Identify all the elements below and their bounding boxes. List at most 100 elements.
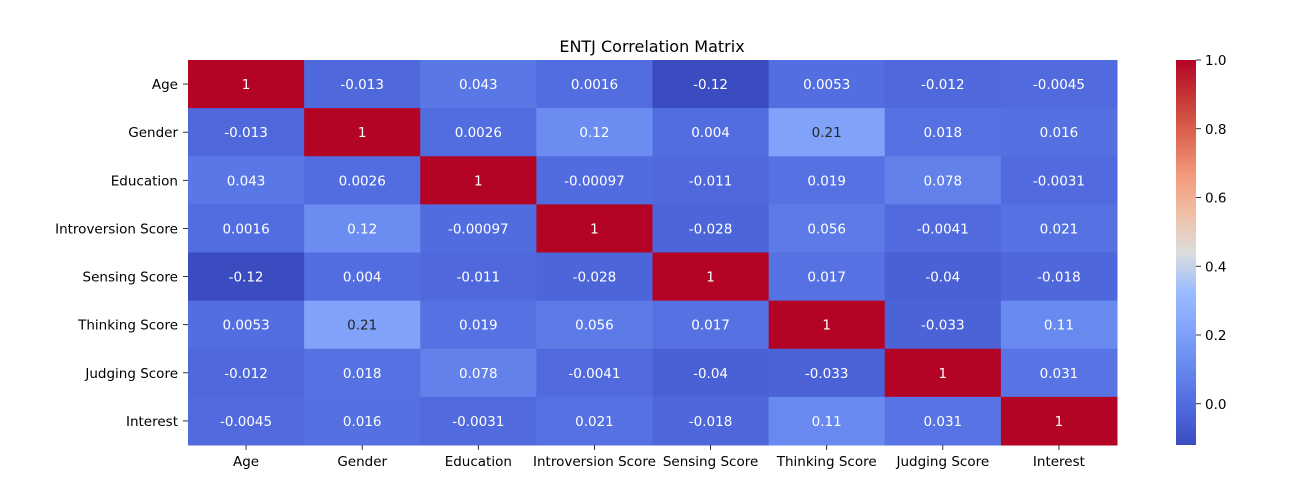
heatmap-cell bbox=[768, 396, 886, 446]
cell-value-label: 0.0026 bbox=[455, 125, 502, 141]
row-label: Judging Score bbox=[84, 366, 178, 382]
cell-value-label: 1 bbox=[1055, 414, 1064, 430]
column-label: Introversion Score bbox=[533, 454, 656, 470]
heatmap-cell bbox=[536, 252, 653, 302]
column-labels: Age Gender Education Introversion Score Sens… bbox=[233, 445, 1085, 470]
cell-value-label: 0.078 bbox=[459, 366, 498, 382]
heatmap-cell bbox=[420, 108, 537, 157]
cell-value-label: -0.012 bbox=[224, 366, 268, 382]
cell-value-label: 0.021 bbox=[1040, 221, 1079, 237]
row-label: Thinking Score bbox=[77, 318, 178, 334]
heatmap-cell bbox=[188, 156, 305, 205]
heatmap-cell bbox=[420, 348, 537, 398]
cell-value-label: 1 bbox=[590, 221, 599, 237]
cell-value-label: -0.018 bbox=[689, 414, 733, 430]
heatmap-cell bbox=[652, 204, 770, 253]
cell-value-label: -0.018 bbox=[1037, 270, 1081, 286]
row-label: Age bbox=[152, 77, 178, 93]
cell-value-label: -0.0041 bbox=[917, 221, 969, 237]
chart-title: ENTJ Correlation Matrix bbox=[559, 37, 744, 56]
heatmap-cell bbox=[884, 156, 1002, 205]
row-label: Interest bbox=[126, 414, 178, 430]
cell-value-label: 1 bbox=[474, 173, 483, 189]
heatmap-cell bbox=[536, 348, 653, 398]
cell-value-label: 0.016 bbox=[1040, 125, 1079, 141]
heatmap-cell bbox=[188, 348, 305, 398]
cell-value-label: -0.04 bbox=[693, 366, 728, 382]
heatmap-cell bbox=[188, 108, 305, 157]
column-label: Thinking Score bbox=[776, 454, 877, 470]
heatmap-cell bbox=[1000, 300, 1118, 350]
cell-value-label: 1 bbox=[822, 318, 831, 334]
cell-value-label: -0.0041 bbox=[568, 366, 620, 382]
cell-value-label: 0.004 bbox=[691, 125, 730, 141]
cell-value-label: 0.019 bbox=[459, 318, 498, 334]
cell-value-label: -0.028 bbox=[689, 221, 733, 237]
heatmap-cells bbox=[188, 60, 1118, 446]
heatmap-cell bbox=[768, 348, 886, 398]
cell-value-label: -0.0031 bbox=[1033, 173, 1085, 189]
heatmap-cell bbox=[536, 108, 653, 157]
heatmap-cell bbox=[536, 396, 653, 446]
heatmap-cell bbox=[768, 204, 886, 253]
cell-value-label: 0.056 bbox=[575, 318, 614, 334]
cell-value-label: 0.12 bbox=[579, 125, 609, 141]
cell-value-label: 0.11 bbox=[1044, 318, 1074, 334]
heatmap-cell bbox=[1000, 156, 1118, 205]
heatmap-cell bbox=[884, 348, 1002, 398]
cell-value-label: 0.12 bbox=[347, 221, 377, 237]
row-label: Gender bbox=[128, 125, 178, 141]
cell-value-label: -0.028 bbox=[573, 270, 617, 286]
heatmap-cell bbox=[188, 396, 305, 446]
heatmap-cell bbox=[768, 60, 886, 109]
heatmap-cell bbox=[884, 60, 1002, 109]
heatmap-cell bbox=[536, 300, 653, 350]
cell-value-label: -0.033 bbox=[921, 318, 965, 334]
row-label: Sensing Score bbox=[83, 270, 178, 286]
cell-value-label: -0.0045 bbox=[220, 414, 272, 430]
cell-value-label: -0.013 bbox=[340, 77, 384, 93]
colorbar-tick-label: 0.0 bbox=[1205, 397, 1226, 413]
heatmap-cell bbox=[884, 396, 1002, 446]
cell-value-label: 1 bbox=[242, 77, 251, 93]
cell-value-label: 0.0016 bbox=[222, 221, 269, 237]
heatmap-cell bbox=[420, 300, 537, 350]
heatmap-cell bbox=[884, 252, 1002, 302]
heatmap-cell bbox=[1000, 348, 1118, 398]
cell-value-label: 0.11 bbox=[812, 414, 842, 430]
column-label: Gender bbox=[337, 454, 387, 470]
colorbar-tick-label: 0.8 bbox=[1205, 122, 1226, 138]
heatmap-cell bbox=[652, 156, 770, 205]
cell-value-label: 0.0016 bbox=[571, 77, 618, 93]
heatmap-cell bbox=[304, 60, 421, 109]
cell-value-label: 0.056 bbox=[807, 221, 846, 237]
heatmap-cell bbox=[1000, 60, 1118, 109]
heatmap-cell bbox=[1000, 252, 1118, 302]
heatmap-cell bbox=[652, 300, 770, 350]
heatmap-cell bbox=[188, 300, 305, 350]
column-label: Education bbox=[445, 454, 512, 470]
column-label: Sensing Score bbox=[663, 454, 758, 470]
column-label: Interest bbox=[1033, 454, 1085, 470]
heatmap-cell bbox=[884, 108, 1002, 157]
colorbar-gradient bbox=[1176, 60, 1196, 445]
heatmap-cell bbox=[304, 204, 421, 253]
heatmap-cell bbox=[420, 396, 537, 446]
cell-value-label: 0.021 bbox=[575, 414, 614, 430]
cell-value-label: 0.017 bbox=[807, 270, 846, 286]
heatmap-cell bbox=[304, 108, 421, 157]
heatmap-cell bbox=[420, 204, 537, 253]
cell-value-label: 0.043 bbox=[227, 173, 266, 189]
cell-value-label: -0.033 bbox=[805, 366, 849, 382]
cell-value-label: 0.0053 bbox=[803, 77, 850, 93]
heatmap-cell bbox=[304, 396, 421, 446]
cell-value-label: -0.011 bbox=[689, 173, 733, 189]
cell-value-label: 0.016 bbox=[343, 414, 382, 430]
cell-value-label: -0.04 bbox=[925, 270, 960, 286]
cell-value-label: -0.011 bbox=[457, 270, 501, 286]
heatmap-cell bbox=[1000, 396, 1118, 446]
cell-value-label: 0.21 bbox=[347, 318, 377, 334]
heatmap-cell bbox=[652, 252, 770, 302]
heatmap-cell bbox=[420, 60, 537, 109]
